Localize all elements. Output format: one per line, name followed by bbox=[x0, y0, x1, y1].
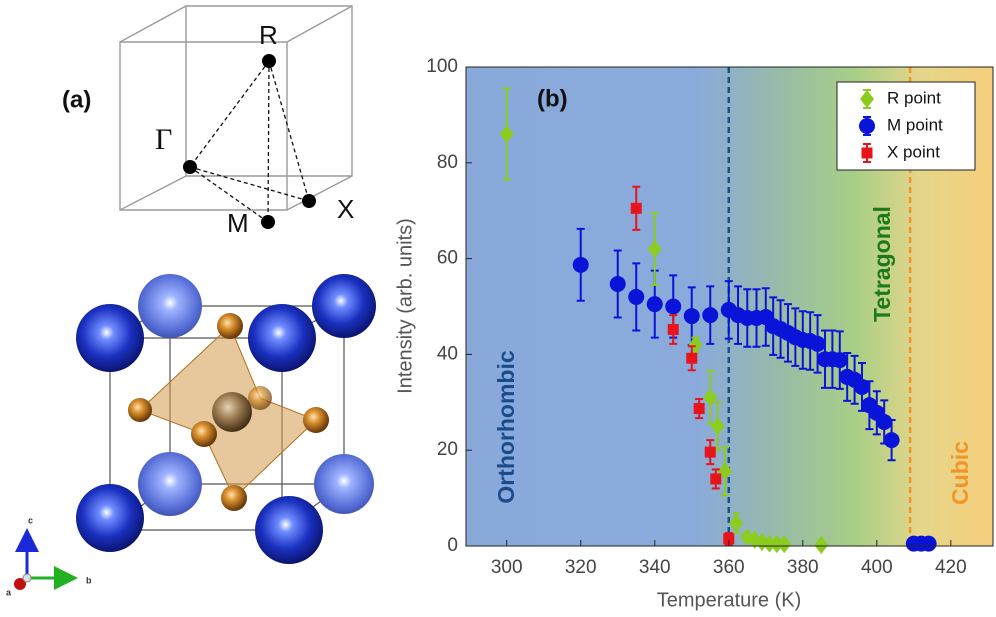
data-point bbox=[883, 432, 900, 449]
data-point bbox=[920, 535, 937, 552]
x-tick-label: 300 bbox=[491, 557, 523, 578]
brillouin-zone bbox=[119, 5, 353, 211]
data-point bbox=[665, 298, 682, 315]
y-tick-label: 100 bbox=[426, 56, 458, 77]
plot-frame bbox=[465, 66, 994, 547]
k-points bbox=[183, 54, 316, 229]
data-point bbox=[572, 256, 589, 273]
data-point bbox=[718, 462, 733, 481]
axis-icon-label: c bbox=[28, 515, 33, 525]
data-point bbox=[630, 202, 642, 214]
cube-edge bbox=[119, 5, 187, 43]
k-path bbox=[189, 60, 310, 223]
legend-label: R point bbox=[887, 88, 941, 107]
x-axis-label: Temperature (K) bbox=[657, 589, 802, 611]
data-point bbox=[609, 275, 626, 292]
plot: Orthorhombic Tetragonal Cubic bbox=[493, 67, 973, 555]
axes-icon: c b a bbox=[6, 515, 92, 597]
data-point bbox=[876, 413, 893, 430]
data-point bbox=[647, 240, 662, 259]
region-label: Cubic bbox=[947, 441, 973, 505]
data-point bbox=[814, 536, 829, 555]
data-point bbox=[667, 323, 679, 335]
data-point bbox=[777, 535, 792, 554]
legend-label: X point bbox=[887, 142, 940, 161]
y-tick-label: 20 bbox=[437, 439, 458, 460]
legend-marker bbox=[861, 147, 873, 159]
crystal bbox=[76, 274, 376, 564]
x-tick-label: 360 bbox=[713, 557, 745, 578]
data-point bbox=[693, 403, 705, 415]
data-point bbox=[710, 417, 725, 436]
data-point bbox=[723, 533, 735, 545]
data-point bbox=[499, 125, 514, 144]
y-tick-label: 60 bbox=[437, 248, 458, 269]
region-label: Tetragonal bbox=[869, 206, 895, 322]
legend: R point M point X point bbox=[836, 81, 976, 171]
y-tick-label: 0 bbox=[447, 535, 458, 556]
data-point bbox=[686, 352, 698, 364]
legend-label: M point bbox=[887, 115, 943, 134]
y-tick-label: 40 bbox=[437, 343, 458, 364]
y-axis-label: Intensity (arb. units) bbox=[394, 218, 416, 394]
data-point bbox=[710, 473, 722, 485]
legend-marker bbox=[860, 90, 874, 108]
data-point bbox=[646, 296, 663, 313]
data-point bbox=[628, 288, 645, 305]
y-tick-label: 80 bbox=[437, 152, 458, 173]
cube-front bbox=[119, 41, 288, 211]
x-tick-label: 400 bbox=[861, 557, 893, 578]
data-point bbox=[729, 514, 744, 533]
data-point bbox=[703, 388, 718, 407]
k-point-label: M bbox=[227, 208, 249, 238]
panel-label: (b) bbox=[537, 85, 568, 112]
panel-label: (a) bbox=[62, 86, 91, 113]
x-tick-label: 420 bbox=[935, 557, 967, 578]
cube-edge bbox=[119, 175, 187, 211]
legend-marker bbox=[859, 118, 875, 134]
data-point bbox=[809, 335, 826, 352]
k-point-label: R bbox=[259, 20, 278, 50]
data-point bbox=[853, 378, 870, 395]
k-point-label: Γ bbox=[155, 123, 172, 156]
axis-icon-label: a bbox=[6, 587, 12, 597]
k-point-label: X bbox=[337, 194, 354, 224]
x-tick-label: 380 bbox=[787, 557, 819, 578]
data-point bbox=[769, 535, 784, 554]
data-point bbox=[762, 534, 777, 553]
data-point bbox=[702, 307, 719, 324]
data-point bbox=[704, 446, 716, 458]
cube-edge bbox=[286, 5, 353, 43]
data-point bbox=[683, 308, 700, 325]
x-tick-label: 340 bbox=[639, 557, 671, 578]
region-label: Orthorhombic bbox=[493, 350, 519, 504]
data-point bbox=[831, 352, 848, 369]
x-tick-label: 320 bbox=[565, 557, 597, 578]
cube-edge bbox=[286, 175, 353, 211]
axis-icon-label: b bbox=[86, 575, 92, 585]
